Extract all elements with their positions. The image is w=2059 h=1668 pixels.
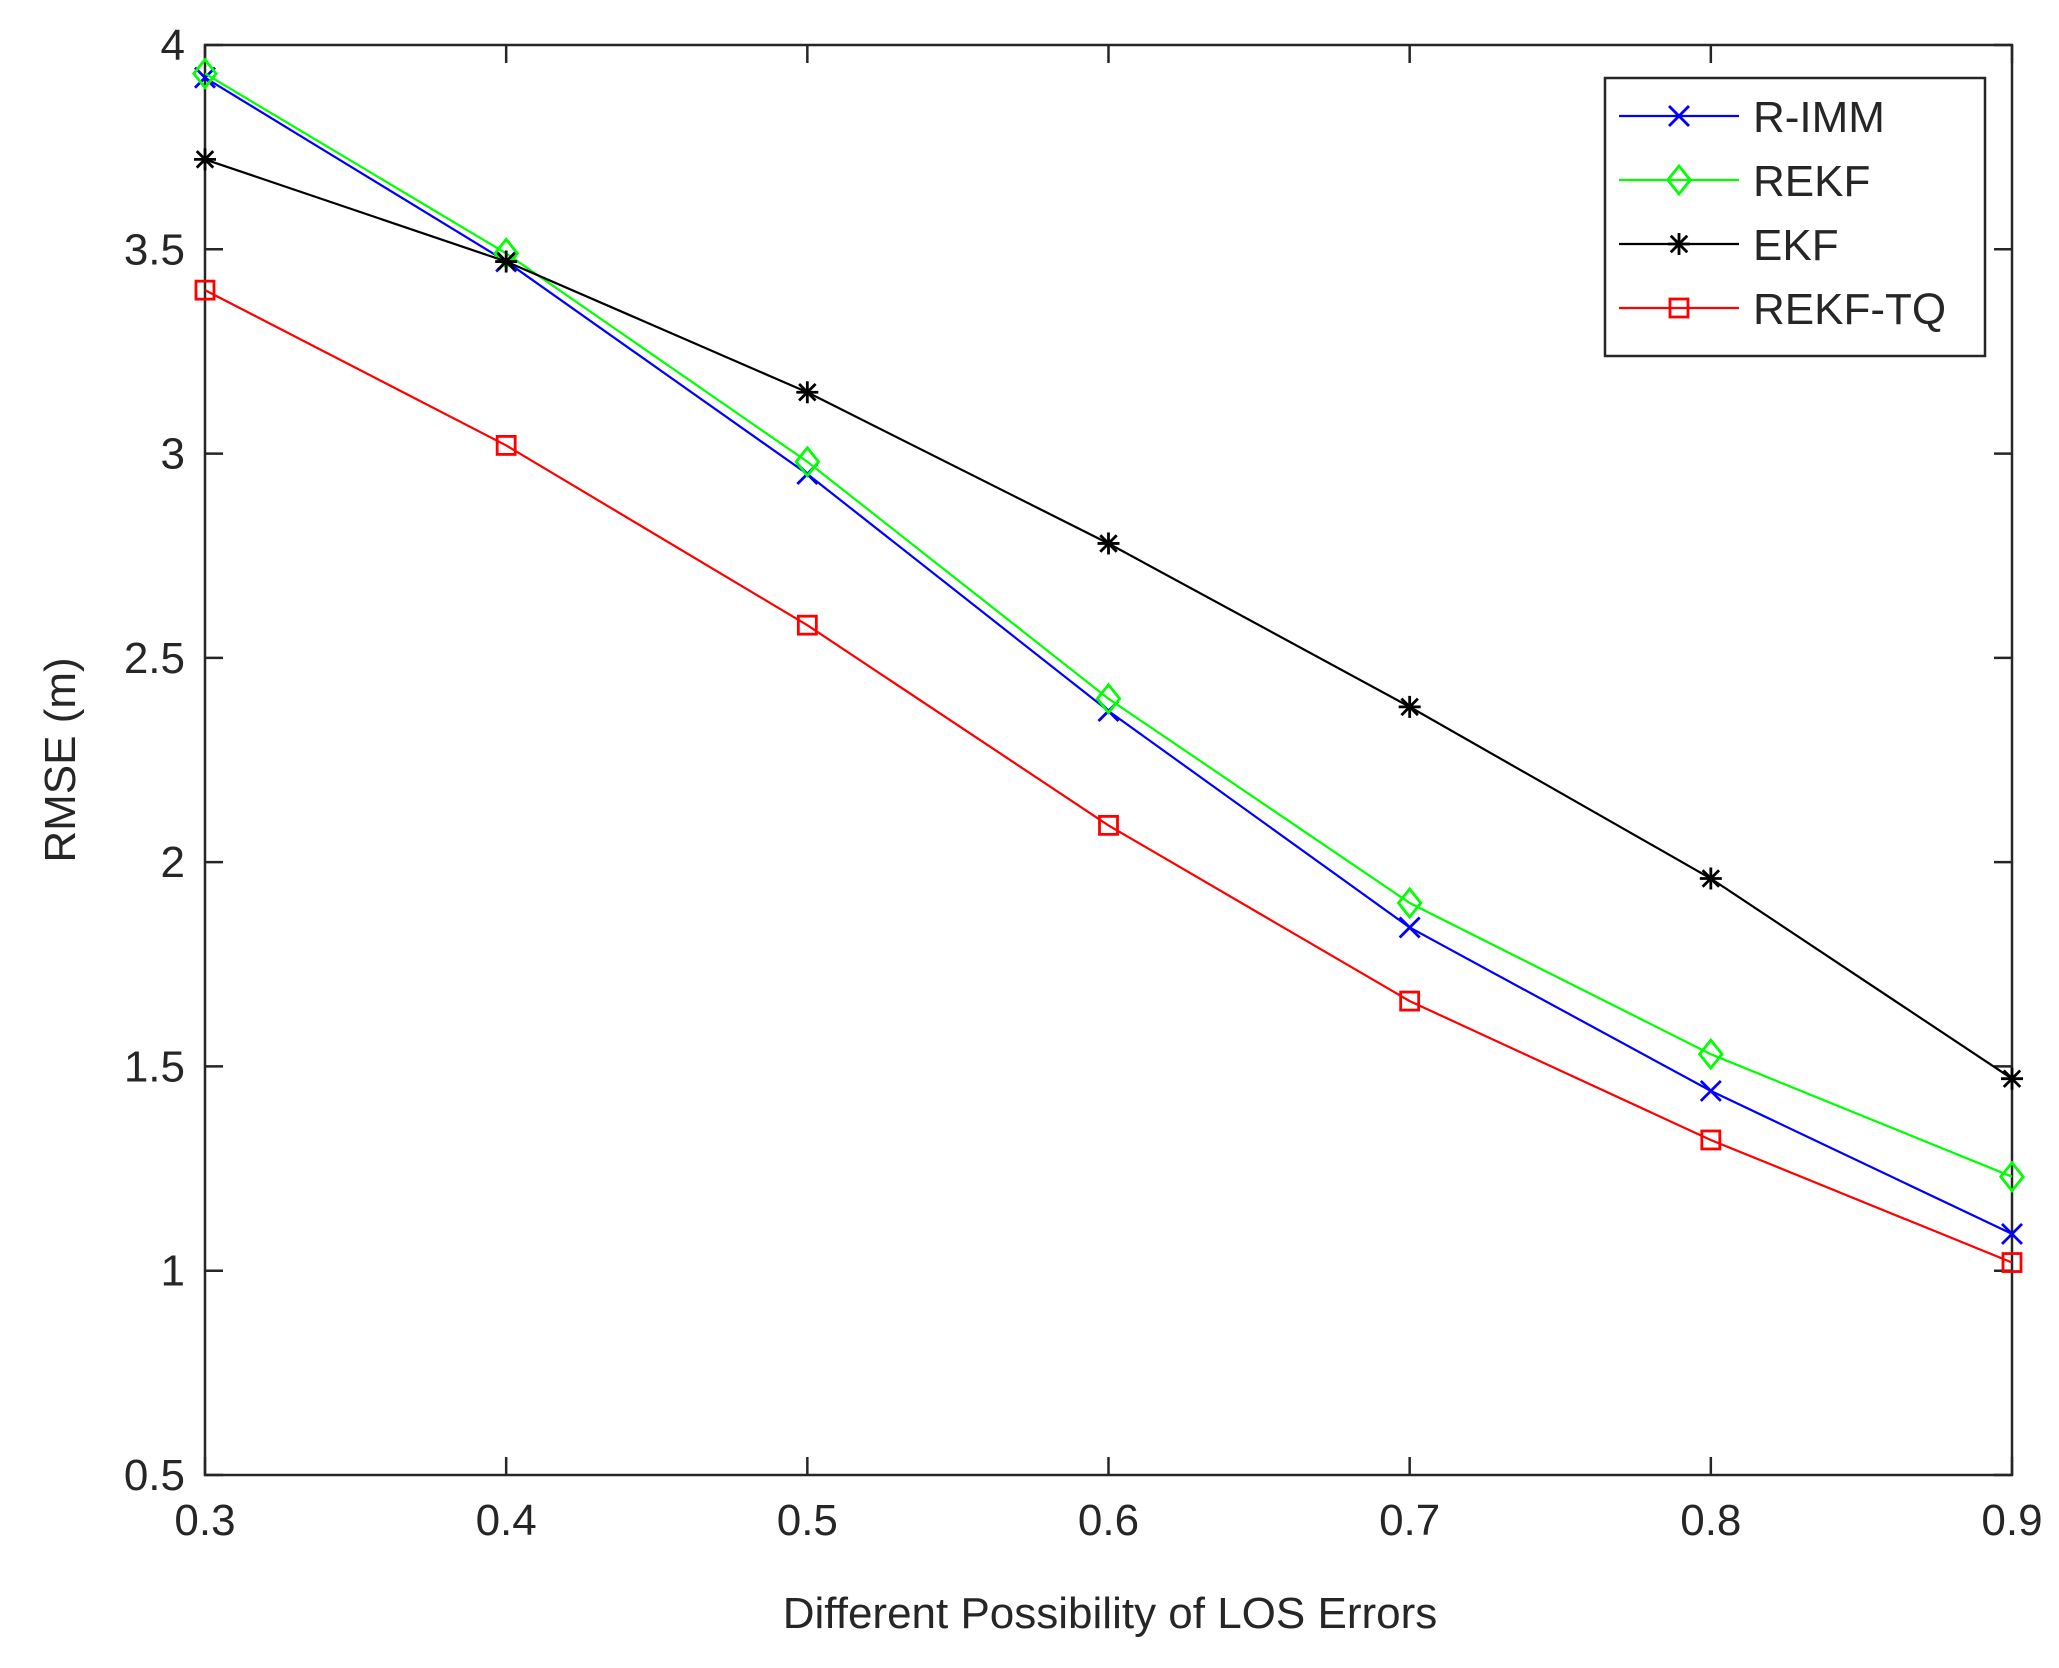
y-axis-label: RMSE (m) — [36, 657, 85, 862]
data-point-rekf — [1396, 886, 1423, 920]
y-tick-label: 1 — [161, 1247, 185, 1296]
y-tick-label: 3.5 — [124, 225, 185, 274]
marker-stroke — [798, 383, 817, 402]
data-point-ekf — [495, 250, 518, 273]
data-point-rekf — [1095, 682, 1122, 715]
legend: R-IMM REKF EKF REKF-TQ — [1603, 76, 1987, 358]
marker-stroke — [1398, 916, 1421, 939]
marker-stroke — [1701, 869, 1721, 888]
data-point-rekf — [794, 445, 821, 478]
data-point-ekf — [194, 148, 216, 171]
data-point-ekf — [1097, 532, 1120, 555]
data-point-rekf-tq — [2001, 1252, 2023, 1273]
y-tick-label: 4 — [161, 21, 185, 70]
series-rekf-tq — [194, 279, 2023, 1273]
axes: 0.3 0.4 0.5 0.6 0.7 0.8 0.9 0.5 1 1.5 2 2.5 3 3.5 4 — [124, 21, 2043, 1545]
legend-marker — [1668, 297, 1690, 319]
data-point-rekf-tq — [194, 279, 216, 301]
legend-label: REKF — [1753, 157, 1870, 206]
data-point-r-imm — [2001, 1222, 2023, 1245]
legend-entry-ekf: EKF — [1619, 221, 1839, 270]
marker-stroke — [2001, 1222, 2023, 1245]
marker-stroke — [2002, 1069, 2022, 1088]
data-point-ekf — [2001, 1067, 2023, 1090]
data-point-rekf — [1999, 1160, 2025, 1193]
data-point-rekf-tq — [1700, 1129, 1722, 1151]
y-tick-label: 0.5 — [124, 1451, 185, 1500]
legend-marker — [1668, 233, 1690, 255]
data-point-rekf — [192, 57, 218, 90]
marker-stroke — [194, 66, 216, 89]
marker-stroke — [195, 150, 215, 169]
y-tick-label: 3 — [161, 430, 185, 479]
series-ekf — [194, 148, 2023, 1090]
y-tick-label: 1.5 — [124, 1042, 185, 1091]
x-tick-label: 0.9 — [1981, 1496, 2042, 1545]
legend-box — [1603, 76, 1987, 358]
data-point-r-imm — [1699, 1079, 1722, 1102]
legend-entry-rekf: REKF — [1619, 157, 1870, 206]
legend-marker — [1666, 163, 1692, 197]
legend-entry-r-imm: R-IMM — [1619, 93, 1885, 142]
data-point-r-imm — [194, 66, 216, 89]
data-point-r-imm — [1398, 916, 1421, 939]
x-tick-label: 0.6 — [1078, 1496, 1139, 1545]
legend-marker — [1668, 105, 1690, 127]
marker-stroke — [1668, 105, 1690, 127]
series-layer — [192, 57, 2025, 1273]
x-tick-label: 0.4 — [476, 1496, 537, 1545]
data-point-rekf-tq — [495, 434, 517, 456]
data-point-rekf-tq — [796, 614, 818, 636]
x-tick-label: 0.7 — [1379, 1496, 1440, 1545]
series-line-rekf-tq — [204, 289, 2013, 1264]
legend-entry-rekf-tq: REKF-TQ — [1619, 285, 1946, 334]
x-axis-label: Different Possibility of LOS Errors — [783, 1589, 1438, 1638]
legend-label: REKF-TQ — [1753, 285, 1946, 334]
marker-stroke — [496, 252, 516, 271]
legend-label: R-IMM — [1753, 93, 1885, 142]
marker-stroke — [1099, 534, 1118, 553]
data-point-ekf — [1699, 867, 1722, 890]
data-point-rekf — [1697, 1037, 1724, 1071]
data-point-ekf — [1398, 695, 1421, 718]
x-tick-label: 0.5 — [777, 1496, 838, 1545]
legend-label: EKF — [1753, 221, 1839, 270]
data-point-rekf-tq — [1399, 990, 1421, 1012]
x-tick-label: 0.8 — [1680, 1496, 1741, 1545]
y-tick-label: 2.5 — [124, 634, 185, 683]
x-tick-label: 0.3 — [174, 1496, 235, 1545]
marker-stroke — [1669, 234, 1689, 254]
data-point-rekf-tq — [1098, 814, 1119, 836]
data-point-ekf — [796, 381, 819, 404]
y-tick-label: 2 — [161, 838, 185, 887]
marker-stroke — [1699, 1079, 1722, 1102]
marker-stroke — [1400, 697, 1419, 717]
